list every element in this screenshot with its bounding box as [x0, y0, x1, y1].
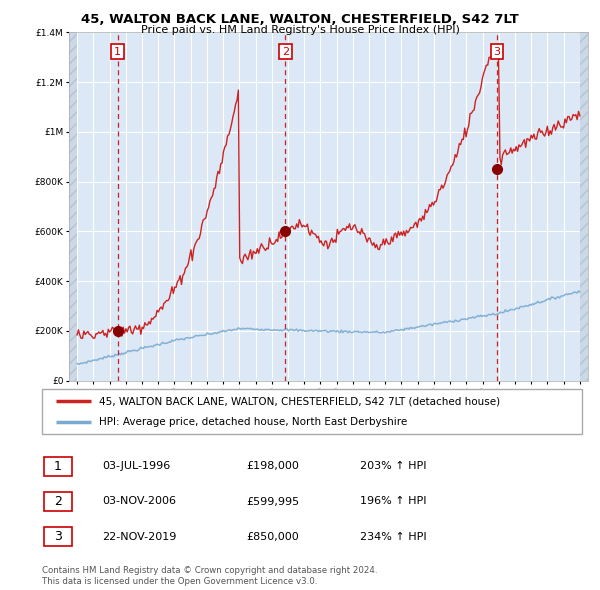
- Text: 2: 2: [281, 47, 289, 57]
- Text: 03-JUL-1996: 03-JUL-1996: [102, 461, 170, 471]
- Text: 3: 3: [494, 47, 500, 57]
- Text: Contains HM Land Registry data © Crown copyright and database right 2024.: Contains HM Land Registry data © Crown c…: [42, 566, 377, 575]
- Text: 1: 1: [53, 460, 62, 473]
- Text: £198,000: £198,000: [246, 461, 299, 471]
- Text: 234% ↑ HPI: 234% ↑ HPI: [360, 532, 427, 542]
- Text: £599,995: £599,995: [246, 497, 299, 506]
- Text: 2: 2: [53, 495, 62, 508]
- Text: Price paid vs. HM Land Registry's House Price Index (HPI): Price paid vs. HM Land Registry's House …: [140, 25, 460, 35]
- FancyBboxPatch shape: [42, 389, 582, 434]
- Bar: [580, 32, 588, 381]
- FancyBboxPatch shape: [44, 492, 71, 511]
- Text: 203% ↑ HPI: 203% ↑ HPI: [360, 461, 427, 471]
- Text: This data is licensed under the Open Government Licence v3.0.: This data is licensed under the Open Gov…: [42, 577, 317, 586]
- Text: 03-NOV-2006: 03-NOV-2006: [102, 497, 176, 506]
- Text: 45, WALTON BACK LANE, WALTON, CHESTERFIELD, S42 7LT: 45, WALTON BACK LANE, WALTON, CHESTERFIE…: [81, 13, 519, 26]
- Text: £850,000: £850,000: [246, 532, 299, 542]
- Text: 45, WALTON BACK LANE, WALTON, CHESTERFIELD, S42 7LT (detached house): 45, WALTON BACK LANE, WALTON, CHESTERFIE…: [98, 396, 500, 407]
- Text: 3: 3: [53, 530, 62, 543]
- Text: 1: 1: [114, 47, 121, 57]
- FancyBboxPatch shape: [44, 527, 71, 546]
- FancyBboxPatch shape: [44, 457, 71, 476]
- Text: HPI: Average price, detached house, North East Derbyshire: HPI: Average price, detached house, Nort…: [98, 417, 407, 427]
- Text: 22-NOV-2019: 22-NOV-2019: [102, 532, 176, 542]
- Bar: [69, 32, 77, 381]
- Text: 196% ↑ HPI: 196% ↑ HPI: [360, 497, 427, 506]
